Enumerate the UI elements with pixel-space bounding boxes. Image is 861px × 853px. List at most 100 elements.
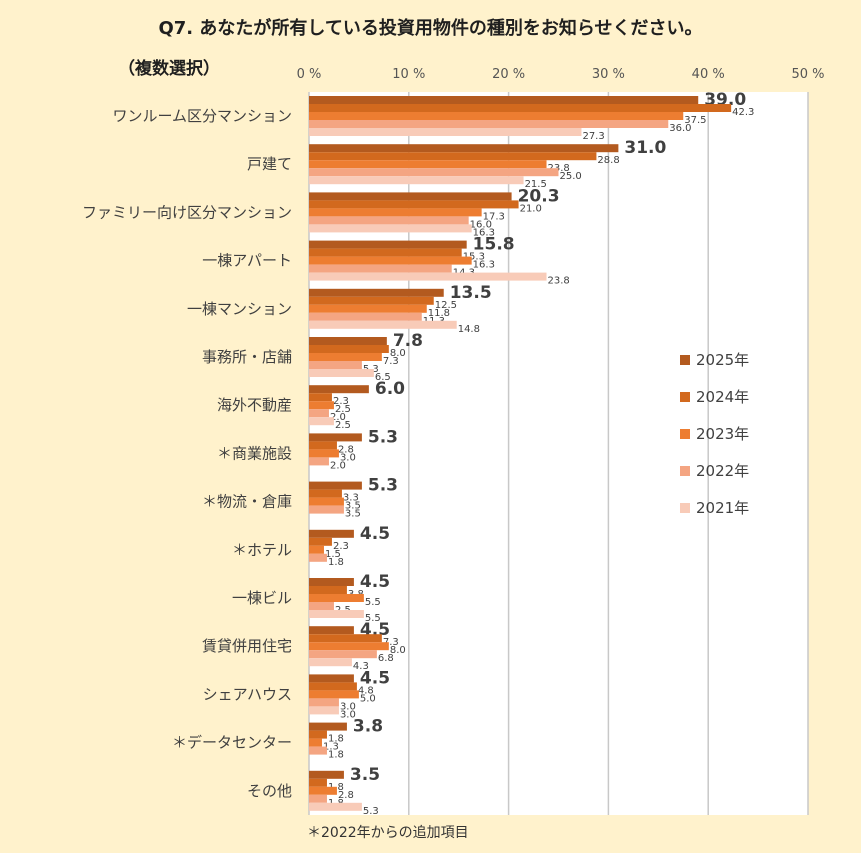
bar xyxy=(309,706,339,715)
data-label: 3.0 xyxy=(340,701,356,712)
data-label: 21.5 xyxy=(525,179,547,190)
chart-title: Q7. あなたが所有している投資用物件の種別をお知らせください。 xyxy=(158,18,703,39)
chart-footnote: ＊2022年からの追加項目 xyxy=(307,825,469,841)
data-label: 1.5 xyxy=(325,549,341,560)
data-label: 28.8 xyxy=(597,155,619,166)
legend-label: 2021年 xyxy=(696,499,749,517)
bar xyxy=(309,634,382,643)
category-label: 賃貸併用住宅 xyxy=(202,637,292,655)
bar xyxy=(309,96,699,104)
bar xyxy=(309,240,467,249)
bar xyxy=(309,441,337,450)
data-label: 2.3 xyxy=(333,396,349,407)
category-label: 海外不動産 xyxy=(217,396,292,414)
data-label: 5.3 xyxy=(363,806,379,817)
legend-label: 2024年 xyxy=(696,388,749,406)
chart-subtitle: （複数選択） xyxy=(118,59,220,79)
bar xyxy=(309,778,327,787)
bar xyxy=(309,353,382,361)
legend-swatch xyxy=(680,355,690,365)
bar xyxy=(309,104,732,112)
data-label: 6.8 xyxy=(378,653,394,664)
category-label: ファミリー向け区分マンション xyxy=(82,203,292,221)
data-label: 36.0 xyxy=(669,123,691,134)
legend-swatch xyxy=(680,429,690,439)
bar xyxy=(309,200,519,209)
data-label: 3.0 xyxy=(340,709,356,720)
bar xyxy=(309,690,359,699)
bar xyxy=(309,304,427,313)
category-label: ＊データセンター xyxy=(172,734,292,752)
data-label: 3.5 xyxy=(345,501,361,512)
data-label: 6.0 xyxy=(375,379,405,399)
x-tick-label: 20 % xyxy=(492,67,525,82)
category-label: 一棟ビル xyxy=(232,589,292,607)
data-label: 8.0 xyxy=(390,645,406,656)
legend-label: 2022年 xyxy=(696,462,749,480)
bar xyxy=(309,168,559,177)
bar xyxy=(309,537,332,546)
bar xyxy=(309,296,434,305)
bar xyxy=(309,409,329,418)
bar xyxy=(309,802,362,811)
data-label: 2.3 xyxy=(333,541,349,552)
bar xyxy=(309,385,369,394)
bar xyxy=(309,144,619,153)
bar xyxy=(309,794,327,803)
bar xyxy=(309,264,452,273)
bar xyxy=(309,152,597,161)
category-label: ＊ホテル xyxy=(232,541,292,559)
data-label: 3.8 xyxy=(353,717,383,737)
data-label: 5.0 xyxy=(360,693,376,704)
category-label: 一棟アパート xyxy=(202,252,292,270)
data-label: 2.8 xyxy=(338,790,354,801)
data-label: 37.5 xyxy=(684,115,706,126)
data-label: 25.0 xyxy=(560,171,582,182)
category-label: シェアハウス xyxy=(203,685,292,703)
legend-swatch xyxy=(680,503,690,513)
bar xyxy=(309,578,354,586)
category-label: ＊物流・倉庫 xyxy=(202,493,292,511)
bar xyxy=(309,192,512,201)
data-label: 42.3 xyxy=(732,107,754,118)
x-tick-label: 40 % xyxy=(692,67,725,82)
data-label: 16.3 xyxy=(473,260,495,271)
bar xyxy=(309,208,482,217)
bar xyxy=(309,128,582,136)
bar xyxy=(309,529,354,538)
data-label: 3.5 xyxy=(350,765,380,785)
data-label: 13.5 xyxy=(450,283,492,303)
data-label: 4.3 xyxy=(353,661,369,672)
data-label: 4.5 xyxy=(360,572,390,592)
bar xyxy=(309,256,472,265)
legend-swatch xyxy=(680,466,690,476)
data-label: 31.0 xyxy=(624,138,666,158)
bar xyxy=(309,738,322,747)
bar xyxy=(309,401,334,410)
bar xyxy=(309,160,547,169)
bar xyxy=(309,626,354,635)
legend-label: 2023年 xyxy=(696,425,749,443)
bar xyxy=(309,610,364,618)
bar xyxy=(309,112,684,120)
data-label: 15.3 xyxy=(463,252,485,263)
bar xyxy=(309,417,334,426)
x-tick-label: 10 % xyxy=(392,67,425,82)
data-label: 2.5 xyxy=(335,420,351,431)
data-label: 1.8 xyxy=(328,557,344,568)
x-tick-label: 0 % xyxy=(297,67,322,82)
bar xyxy=(309,312,422,321)
data-label: 3.3 xyxy=(343,493,359,504)
data-label: 4.5 xyxy=(360,668,390,688)
data-label: 20.3 xyxy=(518,186,560,206)
data-label: 1.8 xyxy=(328,734,344,745)
bar xyxy=(309,746,327,755)
bar xyxy=(309,594,364,602)
bar xyxy=(309,433,362,442)
category-label: 一棟マンション xyxy=(187,300,292,318)
bar xyxy=(309,216,469,225)
data-label: 2.0 xyxy=(330,412,346,423)
data-label: 7.8 xyxy=(393,331,423,351)
